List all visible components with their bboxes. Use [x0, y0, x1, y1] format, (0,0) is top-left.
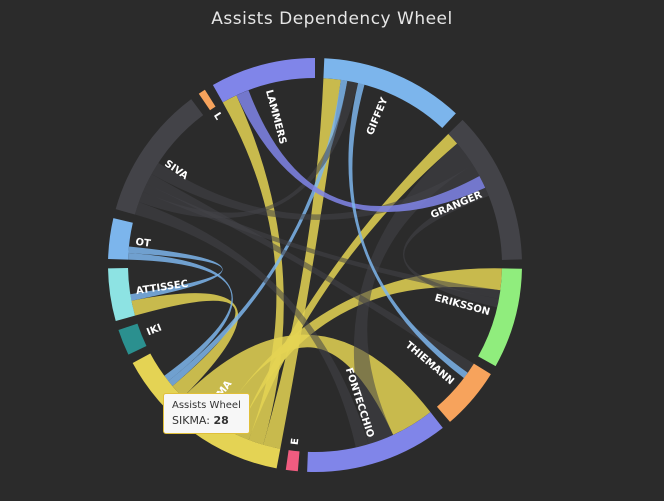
- tooltip-value: 28: [213, 414, 229, 427]
- link-sikma-to-attissec[interactable]: [131, 293, 239, 398]
- node-arc-giffey[interactable]: [323, 58, 456, 128]
- link-granger-to-eriksson[interactable]: [403, 187, 499, 308]
- node-arc-siva[interactable]: [115, 99, 204, 215]
- node-label-iki: IKI: [145, 322, 163, 338]
- node-arc-granger[interactable]: [448, 119, 522, 260]
- tooltip: Assists Wheel SIKMA: 28: [163, 393, 250, 434]
- node-arc-lammers[interactable]: [212, 58, 315, 103]
- tooltip-title: Assists Wheel: [172, 400, 241, 411]
- links-group: [128, 78, 502, 449]
- node-arc-sikma[interactable]: [132, 353, 281, 469]
- node-label-l: L: [211, 111, 224, 123]
- nodes-group: [108, 58, 522, 472]
- link-sikma-to-lammers[interactable]: [222, 95, 284, 445]
- link-sikma-to-granger[interactable]: [236, 133, 458, 440]
- node-label-giffey: GIFFEY: [365, 95, 391, 137]
- node-label-ot: OT: [135, 237, 152, 250]
- node-arc-l[interactable]: [198, 89, 216, 111]
- link-ot-to-attissec[interactable]: [128, 246, 223, 301]
- node-arc-eriksson[interactable]: [478, 268, 522, 367]
- chart-title: Assists Dependency Wheel: [211, 9, 453, 29]
- node-arc-e[interactable]: [285, 450, 300, 472]
- node-label-e: E: [290, 437, 302, 445]
- node-arc-ot[interactable]: [108, 218, 133, 260]
- tooltip-label: SIKMA: [172, 414, 207, 427]
- node-arc-thiemann[interactable]: [436, 363, 491, 422]
- tooltip-body: SIKMA: 28: [172, 414, 229, 427]
- node-arc-fontecchio[interactable]: [307, 412, 443, 472]
- node-arc-attissec[interactable]: [108, 268, 135, 322]
- link-siva-to-thiemann[interactable]: [146, 174, 474, 373]
- link-siva-to-eriksson[interactable]: [142, 183, 501, 299]
- node-arc-iki[interactable]: [118, 323, 147, 355]
